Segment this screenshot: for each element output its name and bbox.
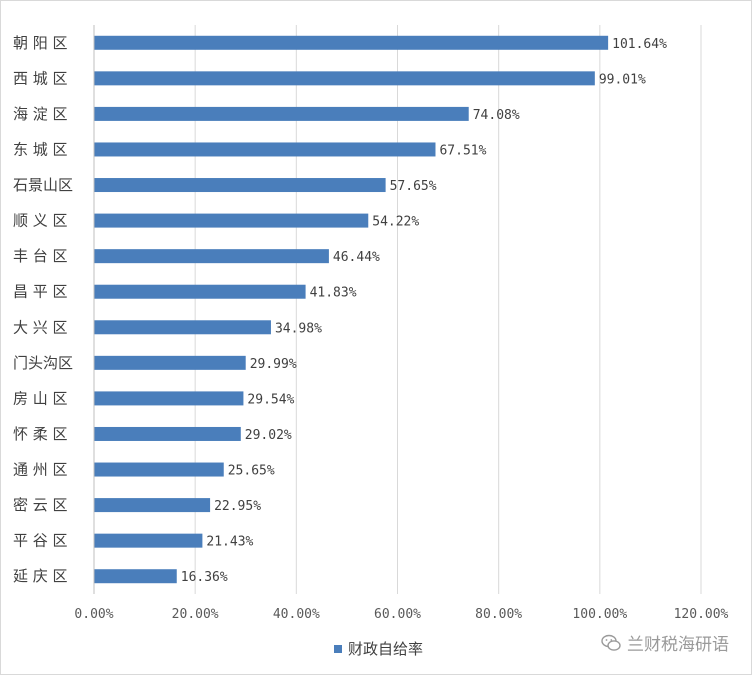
x-tick-label: 40.00% — [273, 607, 320, 622]
data-label: 57.65% — [390, 179, 437, 194]
category-label: 大 兴 区 — [13, 318, 68, 336]
x-tick-label: 0.00% — [74, 607, 113, 622]
bar — [94, 462, 224, 477]
data-label: 46.44% — [333, 250, 380, 265]
wechat-icon — [601, 634, 621, 651]
bar — [94, 213, 369, 228]
x-tick-label: 120.00% — [674, 607, 729, 622]
bar — [94, 284, 306, 299]
watermark-text: 兰财税海研语 — [627, 635, 729, 655]
category-label: 东 城 区 — [13, 140, 68, 158]
x-tick-label: 100.00% — [572, 607, 627, 622]
category-label: 平 谷 区 — [13, 532, 68, 550]
data-label: 29.99% — [250, 357, 297, 372]
legend: 财政自给率 — [334, 638, 423, 659]
bar — [94, 391, 244, 406]
category-label: 延 庆 区 — [13, 567, 68, 585]
bar — [94, 533, 203, 548]
bar — [94, 142, 436, 157]
category-label: 怀 柔 区 — [13, 425, 68, 443]
category-label: 顺 义 区 — [13, 212, 68, 230]
category-label: 丰 台 区 — [13, 247, 68, 265]
category-label: 密 云 区 — [13, 496, 68, 514]
data-label: 34.98% — [275, 321, 322, 336]
category-label: 门头沟区 — [13, 354, 73, 372]
category-label: 朝 阳 区 — [13, 34, 68, 52]
bar — [94, 71, 595, 86]
data-label: 29.54% — [247, 392, 294, 407]
bar — [94, 320, 271, 335]
bar — [94, 178, 386, 193]
data-label: 22.95% — [214, 499, 261, 514]
category-label: 房 山 区 — [13, 389, 68, 407]
x-tick-label: 20.00% — [172, 607, 219, 622]
category-label: 昌 平 区 — [13, 283, 68, 301]
bar — [94, 35, 609, 50]
data-label: 99.01% — [599, 72, 646, 87]
category-label: 海 淀 区 — [13, 105, 68, 123]
bar — [94, 569, 177, 584]
watermark: 兰财税海研语 — [601, 630, 729, 655]
category-label: 西 城 区 — [13, 69, 68, 87]
data-label: 29.02% — [245, 428, 292, 443]
data-label: 54.22% — [372, 215, 419, 230]
data-label: 74.08% — [473, 108, 520, 123]
bar — [94, 106, 469, 121]
legend-swatch — [334, 644, 342, 653]
data-label: 16.36% — [181, 570, 228, 585]
bar — [94, 498, 211, 513]
bar — [94, 355, 246, 370]
x-tick-label: 60.00% — [374, 607, 421, 622]
category-label: 石景山区 — [13, 176, 73, 194]
data-label: 41.83% — [310, 286, 357, 301]
data-label: 67.51% — [439, 143, 486, 158]
category-label: 通 州 区 — [13, 461, 68, 479]
legend-label: 财政自给率 — [348, 640, 424, 658]
data-label: 21.43% — [206, 535, 253, 550]
bar — [94, 426, 241, 441]
data-label: 25.65% — [228, 464, 275, 479]
bar — [94, 249, 329, 264]
data-label: 101.64% — [612, 37, 667, 52]
x-tick-label: 80.00% — [475, 607, 522, 622]
